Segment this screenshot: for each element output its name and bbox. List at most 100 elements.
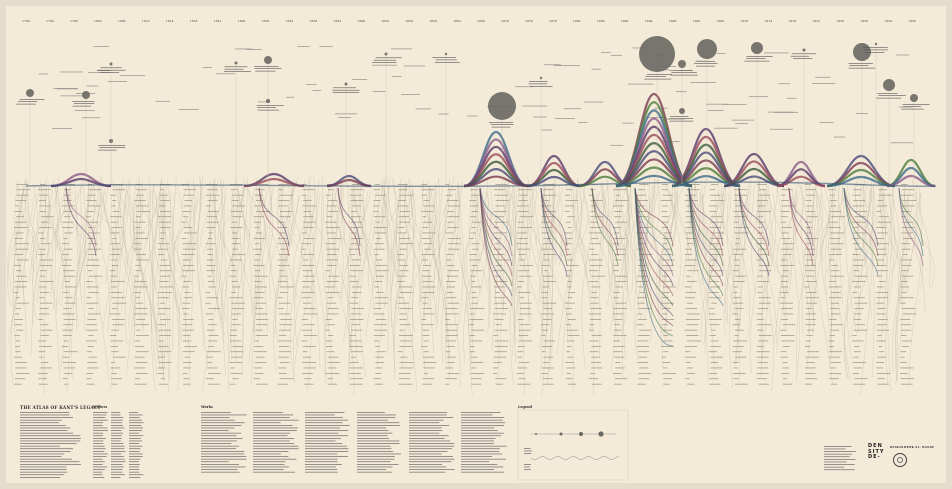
legend-heading: Legend	[518, 405, 532, 409]
writer-entry-mark	[709, 189, 716, 191]
work-index-line	[357, 425, 400, 426]
writer-entry-mark	[517, 238, 528, 239]
intro-text-line	[20, 461, 80, 463]
writer-entry-mark	[253, 238, 265, 239]
writer-entry-mark	[781, 373, 790, 374]
writer-entry-mark	[397, 302, 409, 304]
year-label: 1826	[238, 19, 246, 23]
writer-entry-mark	[662, 313, 668, 315]
writer-entry-mark	[64, 373, 73, 374]
influence-strand	[688, 187, 724, 247]
work-bubble	[264, 56, 272, 64]
writer-entry-mark	[805, 281, 817, 282]
credit-line	[824, 459, 856, 460]
writer-entry-mark	[804, 184, 812, 185]
annotation-mark	[890, 142, 914, 144]
writer-entry-mark	[302, 205, 317, 207]
influence-line	[465, 189, 474, 286]
writer-entry-mark	[567, 297, 573, 299]
work-index-line	[409, 412, 448, 413]
writer-entry-mark	[301, 248, 306, 250]
work-index-line	[409, 432, 440, 434]
influence-stream	[578, 160, 632, 188]
writer-entry-mark	[158, 351, 172, 353]
writer-entry-mark	[278, 243, 290, 245]
writer-entry-mark	[876, 329, 890, 331]
influence-line	[583, 191, 594, 297]
influence-line	[412, 182, 437, 333]
works-heading: Works	[201, 405, 213, 409]
writer-entry-mark	[111, 373, 117, 374]
work-index-line	[253, 458, 297, 460]
writer-entry-mark	[39, 297, 45, 299]
writer-entry-mark	[111, 329, 119, 331]
writer-entry-mark	[612, 373, 622, 374]
writer-entry-mark	[591, 335, 602, 336]
writer-entry-mark	[877, 335, 882, 336]
writer-entry-mark	[494, 319, 504, 320]
writer-entry-mark	[39, 313, 50, 315]
writer-entry-mark	[87, 270, 93, 272]
influence-line	[118, 184, 135, 336]
writer-entry-mark	[86, 286, 99, 288]
work-index-line	[357, 435, 388, 437]
writer-entry-mark	[64, 302, 76, 304]
writer-entry-mark	[111, 362, 116, 363]
writer-entry-mark	[756, 259, 764, 261]
influence-line	[54, 182, 83, 250]
annotation-mark	[543, 64, 561, 66]
writer-entry-mark	[375, 194, 386, 196]
writer-entry-mark	[279, 378, 294, 380]
writer-entry-mark	[399, 329, 405, 331]
influence-strand	[591, 187, 619, 267]
writer-entry-mark	[829, 254, 842, 255]
writer-entry-mark	[207, 324, 217, 326]
influence-line	[348, 194, 354, 378]
influence-line	[387, 177, 390, 355]
writer-entry-mark	[327, 362, 341, 363]
writer-entry-mark	[87, 221, 99, 223]
influence-line	[214, 194, 239, 318]
writer-entry-mark	[636, 324, 644, 326]
writer-index-line	[129, 414, 143, 416]
writer-entry-mark	[399, 367, 413, 369]
writer-entry-mark	[279, 329, 291, 331]
writer-entry-mark	[590, 211, 596, 212]
writer-entry-mark	[781, 238, 791, 239]
influence-line	[223, 185, 244, 344]
annotation-mark	[74, 110, 95, 111]
work-index-line	[305, 419, 348, 421]
writer-entry-mark	[231, 302, 245, 304]
influence-line	[312, 193, 321, 319]
writer-index-line	[111, 461, 126, 463]
influence-line	[32, 179, 54, 321]
writer-entry-mark	[399, 265, 409, 266]
writer-index-line	[129, 464, 140, 465]
legend-bubble	[535, 433, 537, 435]
work-index-line	[409, 451, 448, 452]
influence-strand	[65, 187, 97, 257]
writer-entry-mark	[902, 308, 916, 309]
writer-entry-mark	[183, 194, 194, 196]
writer-entry-mark	[278, 356, 290, 358]
influence-line	[340, 185, 350, 343]
work-index-line	[409, 456, 453, 457]
writer-entry-mark	[709, 211, 717, 212]
caption-mark	[745, 58, 766, 59]
legend-text-line	[524, 464, 531, 465]
writer-entry-mark	[876, 340, 886, 342]
writer-entry-mark	[805, 270, 815, 272]
writer-entry-mark	[14, 335, 20, 336]
writer-entry-mark	[349, 335, 357, 336]
writer-entry-mark	[684, 329, 698, 331]
writer-entry-mark	[110, 275, 117, 277]
year-label: 1822	[214, 19, 222, 23]
writer-entry-mark	[494, 297, 506, 299]
writer-entry-mark	[158, 248, 169, 250]
influence-line	[274, 180, 295, 334]
work-bubble	[678, 60, 686, 68]
writer-entry-mark	[830, 383, 837, 385]
writer-index-line	[111, 458, 125, 460]
writer-entry-mark	[471, 356, 478, 358]
writer-entry-mark	[661, 259, 675, 261]
